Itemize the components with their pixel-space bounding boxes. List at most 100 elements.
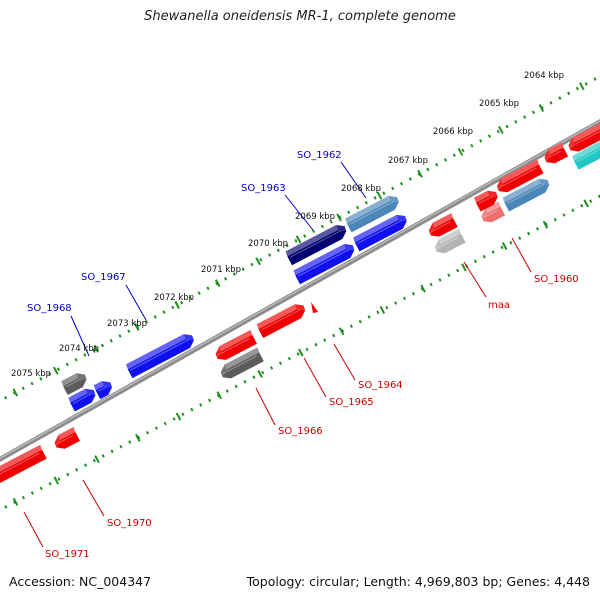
gene-label-so1971[interactable]: SO_1971: [45, 549, 90, 560]
gene-block-so1965-a[interactable]: [215, 329, 257, 360]
block-tip-face: [294, 304, 306, 311]
block-tip-face: [101, 381, 113, 388]
block-tip-face: [85, 388, 96, 395]
leader-line-so1962: [340, 161, 367, 199]
gene-block-maa-b[interactable]: [434, 228, 466, 254]
gene-block-so1970[interactable]: [54, 427, 80, 449]
block-front-face: [63, 378, 87, 395]
scale-minor-tick: [417, 169, 423, 178]
block-highlight: [436, 236, 459, 249]
gene-label-so1962[interactable]: SO_1962: [297, 150, 342, 161]
block-highlight: [570, 130, 600, 148]
gene-block-so1962-a[interactable]: [345, 195, 399, 233]
block-front-face: [504, 183, 550, 212]
block-highlight: [289, 229, 342, 258]
leader-line-so1963: [284, 194, 314, 231]
gene-features: [0, 122, 600, 485]
block-top-face: [500, 159, 539, 184]
gene-label-maa[interactable]: maa: [488, 300, 510, 311]
gene-block-so1960-g[interactable]: [572, 141, 600, 170]
block-front-face: [483, 206, 506, 223]
scale-minor-tick: [379, 305, 386, 314]
gene-block-so1966-a[interactable]: [220, 347, 264, 379]
leader-line-so1968: [70, 315, 90, 357]
block-front-face: [354, 219, 407, 252]
gene-label-so1968[interactable]: SO_1968: [27, 303, 72, 314]
gene-label-so1963[interactable]: SO_1963: [241, 183, 286, 194]
block-tip-face: [487, 190, 498, 197]
scale-minor-tick: [53, 366, 59, 375]
block-highlight: [260, 309, 301, 331]
gene-block-so1960-f[interactable]: [568, 122, 600, 152]
gene-block-so1963-a[interactable]: [285, 224, 347, 266]
scale-label: 2069 kbp: [295, 212, 335, 222]
gene-block-so1963-b[interactable]: [293, 243, 355, 285]
block-top-face: [438, 228, 461, 245]
scale-label: 2065 kbp: [479, 99, 519, 109]
scale-label: 2068 kbp: [341, 184, 381, 194]
leader-line-so1964: [333, 343, 356, 381]
scale-minor-tick: [135, 433, 141, 442]
gene-block-so1971[interactable]: [0, 444, 47, 485]
block-highlight: [217, 337, 250, 356]
scale-minor-tick: [579, 82, 585, 91]
scale-minor-tick: [214, 279, 221, 288]
gene-block-maa-a[interactable]: [428, 213, 458, 237]
leader-line-so1967: [125, 284, 147, 321]
gene-block-so1960-b[interactable]: [502, 178, 550, 212]
block-front-face: [222, 352, 264, 379]
gene-label-so1960[interactable]: SO_1960: [534, 274, 579, 285]
block-top-face: [256, 304, 297, 330]
gene-block-so1960-a[interactable]: [496, 159, 544, 193]
gene-block-so1968-b[interactable]: [68, 388, 96, 412]
block-highlight: [56, 435, 73, 445]
gene-block-so1968-a[interactable]: [61, 373, 87, 395]
gene-label-so1965[interactable]: SO_1965: [329, 397, 374, 408]
block-front-face: [70, 393, 96, 412]
scale-minor-tick: [12, 388, 19, 397]
gene-block-so1960-c[interactable]: [481, 201, 506, 223]
accession-text: Accession: NC_004347: [9, 574, 152, 589]
gene-block-so1960-d[interactable]: [474, 190, 498, 212]
gene-label-so1970[interactable]: SO_1970: [107, 518, 152, 529]
block-tip-face: [76, 373, 87, 380]
leader-line-so1960: [511, 237, 532, 273]
gene-label-so1967[interactable]: SO_1967: [81, 272, 126, 283]
gene-block-so1967[interactable]: [126, 334, 194, 379]
block-tip-face: [220, 364, 227, 378]
gene-label-so1966[interactable]: SO_1966: [278, 426, 323, 437]
scale-minor-tick: [295, 235, 302, 244]
gene-block-so1968-c[interactable]: [93, 381, 113, 400]
gene-block-so1962-b[interactable]: [353, 214, 407, 252]
block-highlight: [576, 148, 600, 163]
block-top-face: [432, 213, 454, 228]
block-tip-face: [481, 208, 488, 222]
block-front-face: [546, 147, 569, 164]
block-front-face: [498, 164, 544, 193]
block-front-face: [258, 309, 306, 339]
label-leader-lines: [23, 161, 532, 548]
block-tip-face: [428, 222, 435, 236]
block-top-face: [68, 388, 88, 403]
block-tip-face: [568, 137, 575, 151]
gene-label-so1964[interactable]: SO_1964: [358, 380, 403, 391]
gene-block-so1964-a[interactable]: [256, 304, 306, 339]
block-tip-face: [336, 224, 347, 232]
gene-block-so1960-e[interactable]: [544, 142, 569, 164]
feature-marker-red[interactable]: [311, 302, 318, 313]
block-highlight: [65, 378, 82, 388]
block-highlight: [498, 167, 537, 189]
block-tip-face: [215, 346, 222, 359]
scale-minor-tick: [420, 284, 426, 293]
block-front-face: [56, 432, 80, 449]
block-top-face: [502, 178, 541, 203]
scale-minor-tick: [12, 497, 19, 506]
block-top-face: [485, 201, 501, 214]
scale-label: 2066 kbp: [433, 127, 473, 137]
block-highlight: [506, 183, 545, 205]
genome-backbone: [0, 118, 600, 463]
scale-label: 2071 kbp: [201, 265, 241, 275]
scale-minor-tick: [538, 104, 545, 113]
